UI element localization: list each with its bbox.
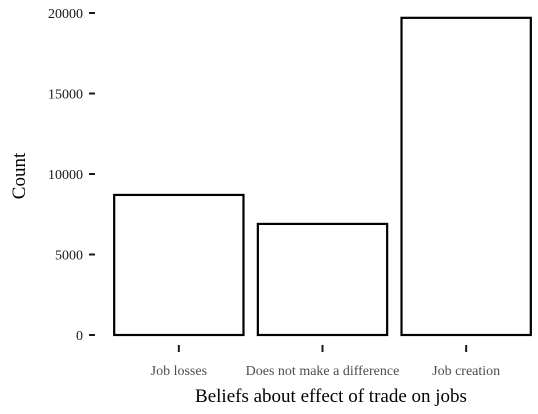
- x-tick-label: Job losses: [151, 364, 207, 379]
- y-tick-label: 10000: [48, 168, 83, 183]
- y-tick-label: 20000: [48, 7, 83, 22]
- bars: [113, 16, 532, 337]
- x-axis: Job losses Does not make a difference Job …: [151, 345, 500, 379]
- x-axis-title: Beliefs about effect of trade on jobs: [195, 386, 467, 407]
- y-axis-title: Count: [9, 152, 30, 199]
- y-tick-label: 5000: [55, 249, 83, 264]
- y-axis: 0 5000 10000 15000 20000: [48, 7, 95, 344]
- x-tick-label: Job creation: [432, 364, 500, 379]
- bar: [400, 16, 532, 337]
- x-tick-label: Does not make a difference: [246, 364, 400, 379]
- bar: [113, 193, 245, 337]
- bar: [256, 222, 389, 337]
- y-tick-label: 0: [76, 329, 83, 344]
- y-tick-label: 15000: [48, 88, 83, 103]
